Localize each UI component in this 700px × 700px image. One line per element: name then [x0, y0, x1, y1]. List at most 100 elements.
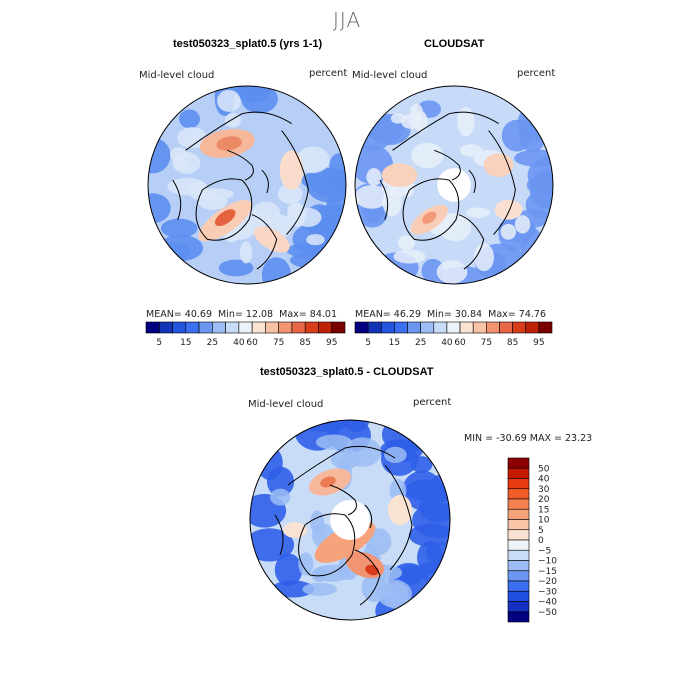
- left-panel-title: test050323_splat0.5 (yrs 1-1): [173, 38, 323, 50]
- field-patch: [355, 185, 390, 209]
- right-colorbar-swatch: [446, 321, 461, 334]
- difference-colorbar-tick-label: 50: [538, 464, 550, 474]
- left-min-label: Min=: [218, 309, 243, 320]
- difference-colorbar-swatch: [507, 508, 530, 520]
- coastlines: [379, 111, 516, 270]
- mapR-field: [355, 86, 553, 284]
- difference-colorbar-swatch: [507, 570, 530, 582]
- left-variable-label: Mid-level cloud: [139, 70, 215, 81]
- field-anomaly: [422, 211, 437, 224]
- right-colorbar-swatch: [538, 321, 553, 334]
- left-min-value: 12.08: [245, 309, 274, 320]
- left-mean-label: MEAN=: [146, 309, 182, 320]
- left-colorbar-swatch: [318, 321, 333, 334]
- field-patch: [329, 152, 346, 179]
- polar-data-gap: [437, 168, 471, 202]
- right-colorbar-tick-label: 85: [507, 338, 518, 348]
- field-patch: [311, 567, 328, 582]
- difference-colorbar-tick-label: −30: [538, 587, 557, 597]
- coastline: [434, 149, 461, 181]
- coastline: [261, 169, 269, 194]
- field-anomaly: [283, 522, 307, 538]
- difference-colorbar-swatch: [507, 539, 530, 551]
- coastline: [402, 178, 460, 241]
- left-colorbar: 5 15 25 40 60 75 85 95: [145, 321, 346, 348]
- right-colorbar-swatch: [420, 321, 435, 334]
- coastline: [458, 214, 485, 270]
- field-patch: [413, 110, 428, 133]
- right-mean-value: 46.29: [393, 309, 421, 320]
- difference-colorbar-tick-label: −10: [538, 557, 557, 567]
- diff-units-label: percent: [413, 397, 452, 408]
- difference-colorbar-swatch: [507, 529, 530, 541]
- left-colorbar-swatch: [198, 321, 213, 334]
- right-stats: MEAN= 46.29 Min= 30.84 Max= 74.76: [355, 309, 546, 320]
- field-patch: [274, 553, 303, 587]
- field-patch: [306, 234, 325, 246]
- field-patch: [298, 552, 314, 576]
- difference-colorbar-tick-label: −20: [538, 577, 557, 587]
- right-colorbar-swatch: [407, 321, 421, 334]
- field-anomaly: [214, 209, 236, 227]
- left-colorbar-swatch: [304, 321, 319, 334]
- left-colorbar-tick-label: 25: [207, 338, 218, 348]
- coastline: [185, 111, 292, 151]
- left-colorbar-tick-label: 75: [273, 338, 284, 348]
- field-patch: [366, 168, 382, 186]
- field-patch: [410, 456, 433, 474]
- right-colorbar-swatch: [367, 321, 382, 334]
- diff-variable-label: Mid-level cloud: [248, 399, 324, 410]
- right-units-label: percent: [517, 68, 556, 79]
- field-patch: [514, 215, 531, 234]
- right-colorbar-tick-label: 95: [533, 338, 544, 348]
- mapD-field: [250, 420, 450, 620]
- field-patch: [465, 207, 491, 218]
- right-colorbar-swatch: [354, 321, 369, 334]
- right-colorbar-tick-label: 15: [389, 338, 400, 348]
- cloudsat-map: [354, 85, 554, 285]
- left-colorbar-swatch: [185, 321, 200, 334]
- difference-colorbar-swatch: [507, 549, 530, 561]
- difference-colorbar-swatch: [507, 601, 530, 613]
- difference-colorbar-tick-label: 15: [538, 505, 549, 515]
- field-patch: [514, 149, 553, 167]
- difference-colorbar-swatch: [507, 478, 530, 490]
- left-stats: MEAN= 40.69 Min= 12.08 Max= 84.01: [146, 309, 337, 320]
- coastline: [384, 464, 413, 571]
- field-patch: [397, 235, 416, 251]
- difference-colorbar-swatch: [507, 457, 530, 469]
- field-patch: [408, 523, 450, 547]
- right-mean-label: MEAN=: [355, 309, 391, 320]
- field-patch: [234, 86, 272, 103]
- coastlines: [274, 445, 413, 606]
- coastline: [274, 514, 284, 556]
- right-colorbar-tick-label: 60: [454, 338, 466, 348]
- field-anomaly: [279, 150, 304, 190]
- right-variable-label: Mid-level cloud: [352, 70, 428, 81]
- field-anomaly: [381, 163, 418, 187]
- right-colorbar-swatch: [525, 321, 540, 334]
- right-max-value: 74.76: [518, 309, 546, 320]
- field-patch: [294, 207, 322, 227]
- right-min-value: 30.84: [454, 309, 483, 320]
- left-colorbar-swatch: [265, 321, 279, 334]
- diff-stats: MIN = -30.69 MAX = 23.23: [464, 433, 592, 444]
- field-patch: [239, 241, 253, 264]
- left-colorbar-swatch: [251, 321, 266, 334]
- difference-map: [249, 419, 451, 621]
- difference-colorbar-tick-label: 20: [538, 495, 550, 505]
- field-patch: [188, 181, 208, 200]
- field-patch: [473, 243, 495, 272]
- field-patch: [315, 434, 352, 450]
- diff-max-label: MAX =: [529, 433, 562, 444]
- field-patch: [289, 251, 339, 269]
- coastline: [379, 179, 389, 220]
- field-patch: [250, 528, 295, 562]
- coastline: [227, 149, 254, 181]
- difference-colorbar-swatch: [507, 611, 530, 623]
- left-units-label: percent: [309, 68, 348, 79]
- mapR-boundary: [354, 85, 554, 285]
- diff-max-value: 23.23: [565, 433, 593, 444]
- difference-colorbar-tick-label: −5: [538, 546, 551, 556]
